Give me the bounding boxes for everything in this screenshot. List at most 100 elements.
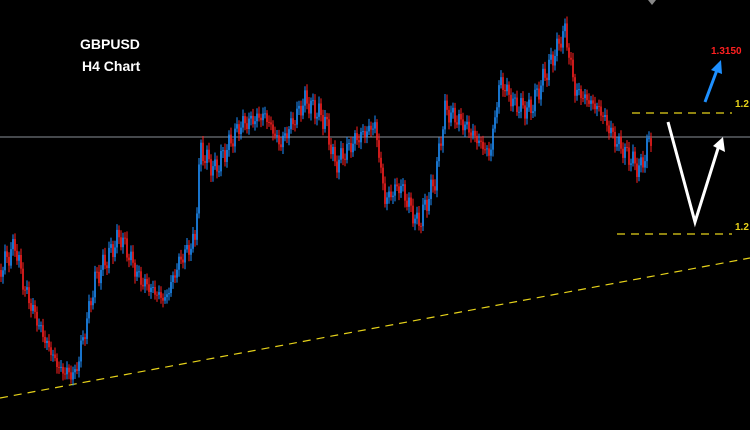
candle-body (132, 251, 134, 263)
candle-body (560, 43, 562, 48)
candle-body (598, 106, 600, 108)
candle-body (24, 289, 26, 291)
candle-body (488, 148, 490, 156)
trend-line (0, 257, 750, 399)
candle-body (156, 294, 158, 296)
candle-body (540, 85, 542, 100)
candle-body (170, 282, 172, 294)
candle-body (222, 150, 224, 152)
candle-body (318, 103, 320, 117)
candle-body (66, 367, 68, 375)
candle-body (296, 108, 298, 125)
candle-body (236, 124, 238, 129)
candle-body (650, 138, 652, 146)
candle-body (630, 163, 632, 165)
candle-body (638, 165, 640, 177)
candle-body (44, 336, 46, 344)
candle-body (352, 143, 354, 153)
candle-body (270, 122, 272, 125)
candle-body (364, 131, 366, 137)
candle-body (172, 275, 174, 283)
candle-body (310, 100, 312, 114)
candle-body (322, 115, 324, 129)
candle-body (128, 257, 130, 261)
candle-body (558, 38, 560, 44)
candle-body (534, 89, 536, 112)
candle-body (320, 103, 322, 116)
candle-body (366, 131, 368, 137)
candle-body (264, 113, 266, 115)
candle-body (476, 135, 478, 144)
candle-body (588, 100, 590, 104)
candle-body (18, 254, 20, 261)
candle-body (474, 130, 476, 136)
candle-body (604, 114, 606, 118)
candle-body (442, 129, 444, 146)
candle-body (32, 304, 34, 311)
candle-body (644, 161, 646, 168)
candle-body (398, 186, 400, 194)
candle-body (438, 143, 440, 162)
candle-body (324, 116, 326, 129)
candle-body (2, 270, 4, 277)
candle-body (22, 268, 24, 290)
candle-body (492, 128, 494, 150)
candle-body (116, 229, 118, 248)
candle-body (420, 225, 422, 227)
candle-body (388, 191, 390, 198)
candle-body (284, 133, 286, 136)
candle-body (406, 200, 408, 207)
candle-body (108, 247, 110, 269)
candle-body (158, 292, 160, 295)
candle-body (626, 147, 628, 149)
candle-body (160, 292, 162, 298)
candle-body (154, 287, 156, 295)
target-label: 1.3150 (711, 46, 742, 57)
candle-body (328, 119, 330, 145)
candle-body (400, 185, 402, 194)
candle-body (226, 149, 228, 162)
candle-body (256, 113, 258, 122)
candle-body (88, 301, 90, 319)
candle-body (64, 373, 66, 375)
candle-body (624, 147, 626, 158)
candle-body (274, 133, 276, 136)
candle-body (634, 151, 636, 164)
candle-body (314, 100, 316, 119)
candle-body (448, 109, 450, 123)
candle-body (144, 278, 146, 287)
candle-body (230, 134, 232, 144)
candle-body (202, 142, 204, 162)
candle-body (538, 88, 540, 100)
candle-body (58, 367, 60, 369)
candle-body (414, 218, 416, 224)
candle-body (168, 293, 170, 295)
candle-body (382, 167, 384, 184)
candle-body (648, 138, 650, 140)
candle-body (498, 85, 500, 108)
candle-body (326, 116, 328, 120)
candle-body (316, 116, 318, 119)
candle-body (402, 184, 404, 186)
candle-body (582, 98, 584, 100)
candle-body (432, 179, 434, 187)
candle-body (150, 287, 152, 292)
candle-body (262, 113, 264, 121)
candle-body (10, 249, 12, 266)
candle-body (546, 77, 548, 81)
candle-body (298, 105, 300, 109)
candle-body (576, 89, 578, 96)
candle-body (612, 127, 614, 132)
candle-body (614, 131, 616, 147)
candle-body (288, 129, 290, 139)
candle-body (62, 366, 64, 374)
candle-body (354, 133, 356, 144)
candle-body (184, 249, 186, 263)
candle-body (646, 138, 648, 162)
candle-body (496, 107, 498, 118)
candle-body (444, 100, 446, 130)
candle-body (600, 106, 602, 116)
scroll-marker (648, 0, 656, 5)
candle-body (56, 358, 58, 368)
candle-body (162, 297, 164, 301)
